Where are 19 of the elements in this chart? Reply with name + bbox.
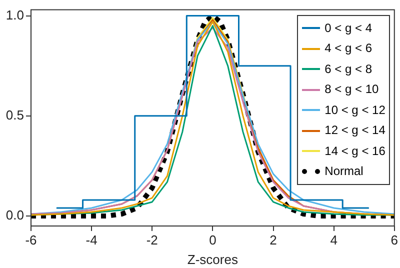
x-tick-label: 4: [330, 232, 338, 248]
legend-label: 12 < g < 14: [324, 122, 386, 140]
x-tick-label: 0: [209, 232, 216, 248]
legend-label: Normal: [324, 163, 364, 180]
legend-label: 4 < g < 6: [324, 40, 372, 58]
legend-label: 0 < g < 4: [324, 20, 372, 37]
x-axis-title: Z-scores: [187, 252, 238, 267]
x-tick-label: 6: [390, 232, 398, 248]
y-tick-label: 1.0: [6, 7, 24, 22]
legend-label: 10 < g < 12: [324, 102, 386, 119]
x-tick-label: 2: [270, 232, 277, 248]
legend-label: 6 < g < 8: [324, 60, 372, 78]
x-tick-label: -2: [146, 232, 158, 248]
x-tick-label: -6: [25, 232, 37, 248]
y-tick-label: 0.0: [6, 208, 24, 223]
legend-label: 14 < g < 16: [324, 142, 386, 160]
x-tick-label: -4: [86, 232, 98, 248]
y-tick-label: 0.5: [6, 107, 24, 122]
legend-label: 8 < g < 10: [324, 81, 379, 98]
